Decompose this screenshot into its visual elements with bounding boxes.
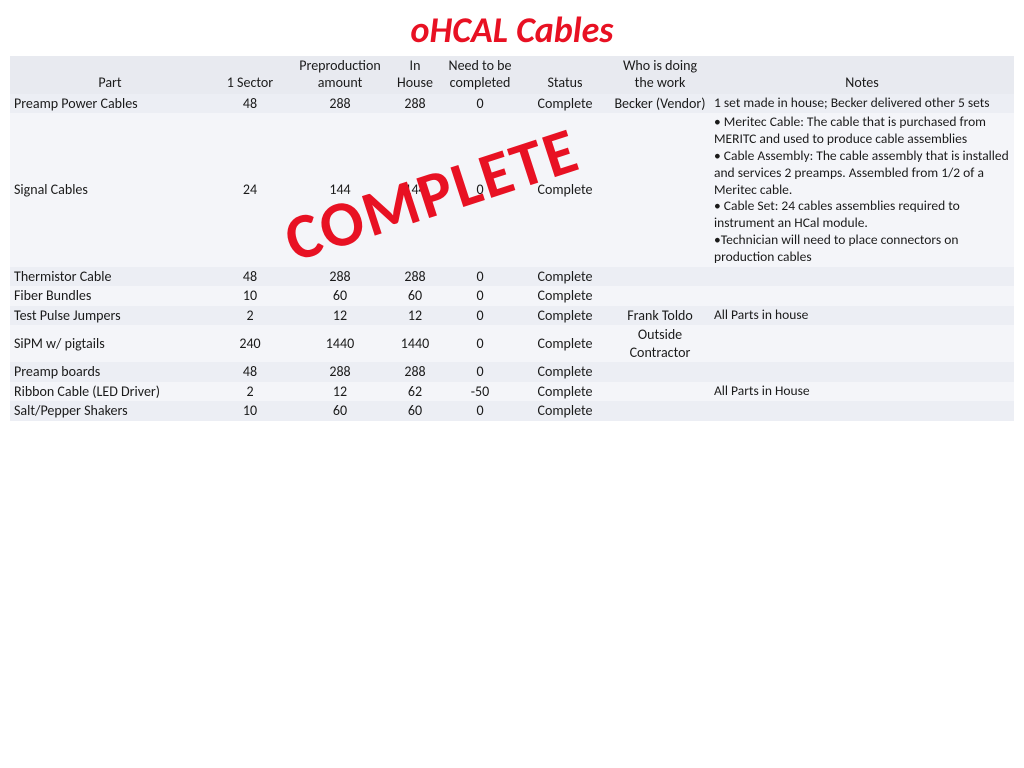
cell-status: Complete	[520, 382, 610, 402]
cell-inh: 1440	[390, 325, 440, 362]
page-title: oHCAL Cables	[0, 0, 1024, 56]
cell-pre: 60	[290, 286, 390, 306]
cell-sector: 48	[210, 267, 290, 287]
table-row: Preamp boards482882880Complete	[10, 362, 1014, 382]
cell-need: 0	[440, 267, 520, 287]
cell-pre: 288	[290, 267, 390, 287]
cell-need: 0	[440, 362, 520, 382]
cell-status: Complete	[520, 401, 610, 421]
cell-notes	[710, 362, 1014, 382]
cell-inh: 62	[390, 382, 440, 402]
cell-notes	[710, 286, 1014, 306]
cell-sector: 2	[210, 382, 290, 402]
cell-inh: 12	[390, 306, 440, 326]
cell-who	[610, 401, 710, 421]
cell-notes: All Parts in House	[710, 382, 1014, 402]
table-row: Thermistor Cable482882880Complete	[10, 267, 1014, 287]
cell-pre: 1440	[290, 325, 390, 362]
col-status: Status	[520, 56, 610, 94]
cell-part: Thermistor Cable	[10, 267, 210, 287]
cell-status: Complete	[520, 362, 610, 382]
table-row: Salt/Pepper Shakers1060600Complete	[10, 401, 1014, 421]
col-need: Need to be completed	[440, 56, 520, 94]
cell-part: Salt/Pepper Shakers	[10, 401, 210, 421]
cell-who	[610, 286, 710, 306]
cell-status: Complete	[520, 267, 610, 287]
cell-sector: 24	[210, 113, 290, 267]
cell-need: 0	[440, 306, 520, 326]
cell-notes	[710, 267, 1014, 287]
cell-notes	[710, 401, 1014, 421]
col-pre: Preproduction amount	[290, 56, 390, 94]
col-inh: In House	[390, 56, 440, 94]
cell-pre: 288	[290, 362, 390, 382]
table-row: Ribbon Cable (LED Driver)21262-50Complet…	[10, 382, 1014, 402]
cell-part: Fiber Bundles	[10, 286, 210, 306]
cell-sector: 48	[210, 362, 290, 382]
cell-sector: 48	[210, 94, 290, 114]
cell-status: Complete	[520, 113, 610, 267]
cell-inh: 60	[390, 286, 440, 306]
cell-sector: 2	[210, 306, 290, 326]
table-row: Test Pulse Jumpers212120CompleteFrank To…	[10, 306, 1014, 326]
cell-pre: 288	[290, 94, 390, 114]
cell-need: 0	[440, 113, 520, 267]
cell-who: Outside Contractor	[610, 325, 710, 362]
cell-part: Preamp Power Cables	[10, 94, 210, 114]
cell-notes: • Meritec Cable: The cable that is purch…	[710, 113, 1014, 267]
cell-need: 0	[440, 325, 520, 362]
cell-notes: All Parts in house	[710, 306, 1014, 326]
table-row: Fiber Bundles1060600Complete	[10, 286, 1014, 306]
cell-pre: 12	[290, 382, 390, 402]
cell-pre: 12	[290, 306, 390, 326]
table-row: Signal Cables241441440Complete• Meritec …	[10, 113, 1014, 267]
table-row: Preamp Power Cables482882880CompleteBeck…	[10, 94, 1014, 114]
cell-part: SiPM w/ pigtails	[10, 325, 210, 362]
cell-need: -50	[440, 382, 520, 402]
col-sector: 1 Sector	[210, 56, 290, 94]
cell-inh: 288	[390, 362, 440, 382]
cell-inh: 288	[390, 267, 440, 287]
cell-inh: 288	[390, 94, 440, 114]
cell-part: Test Pulse Jumpers	[10, 306, 210, 326]
col-part: Part	[10, 56, 210, 94]
cell-who	[610, 113, 710, 267]
cell-need: 0	[440, 94, 520, 114]
cell-pre: 144	[290, 113, 390, 267]
cables-table: Part 1 Sector Preproduction amount In Ho…	[10, 56, 1014, 421]
cell-status: Complete	[520, 306, 610, 326]
col-notes: Notes	[710, 56, 1014, 94]
cell-inh: 60	[390, 401, 440, 421]
table-container: Part 1 Sector Preproduction amount In Ho…	[0, 56, 1024, 421]
cell-status: Complete	[520, 94, 610, 114]
cell-status: Complete	[520, 325, 610, 362]
col-who: Who is doing the work	[610, 56, 710, 94]
header-row: Part 1 Sector Preproduction amount In Ho…	[10, 56, 1014, 94]
cell-inh: 144	[390, 113, 440, 267]
cell-who: Frank Toldo	[610, 306, 710, 326]
cell-part: Signal Cables	[10, 113, 210, 267]
cell-need: 0	[440, 286, 520, 306]
cell-notes	[710, 325, 1014, 362]
cell-who	[610, 267, 710, 287]
cell-status: Complete	[520, 286, 610, 306]
cell-sector: 10	[210, 401, 290, 421]
cell-sector: 240	[210, 325, 290, 362]
cell-who	[610, 362, 710, 382]
cell-sector: 10	[210, 286, 290, 306]
cell-pre: 60	[290, 401, 390, 421]
cell-notes: 1 set made in house; Becker delivered ot…	[710, 94, 1014, 114]
cell-who: Becker (Vendor)	[610, 94, 710, 114]
cell-who	[610, 382, 710, 402]
table-row: SiPM w/ pigtails240144014400CompleteOuts…	[10, 325, 1014, 362]
cell-need: 0	[440, 401, 520, 421]
cell-part: Ribbon Cable (LED Driver)	[10, 382, 210, 402]
cell-part: Preamp boards	[10, 362, 210, 382]
